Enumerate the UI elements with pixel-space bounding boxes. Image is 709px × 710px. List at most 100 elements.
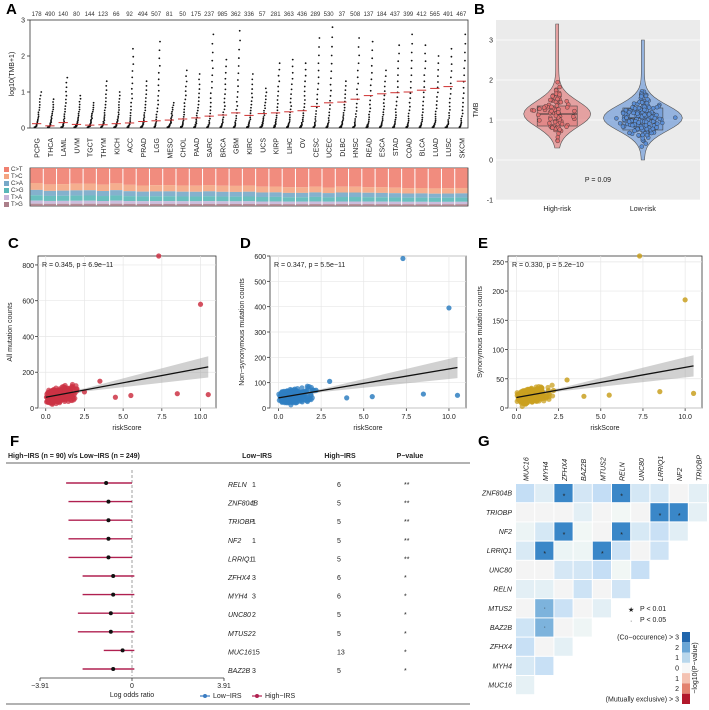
panel-g-dot-mark: · bbox=[544, 605, 546, 612]
panel-a-point bbox=[411, 33, 414, 36]
panel-a-point bbox=[409, 86, 412, 89]
panel-a-point bbox=[290, 105, 293, 107]
panel-a-point bbox=[50, 118, 53, 121]
panel-a-point bbox=[78, 110, 80, 113]
panel-a-point bbox=[409, 105, 411, 108]
panel-b-point bbox=[555, 134, 561, 140]
panel-g-legend-star-label: P < 0.01 bbox=[640, 606, 666, 613]
panel-b-point bbox=[654, 105, 660, 110]
panel-f-estimate-point bbox=[111, 574, 116, 578]
panel-a-spectrum-bar bbox=[322, 197, 335, 202]
panel-a-point bbox=[397, 60, 400, 63]
panel-a-point bbox=[155, 121, 157, 124]
panel-b-point bbox=[639, 144, 644, 149]
panel-a-legend-label: C>T bbox=[11, 167, 23, 173]
panel-a-point bbox=[143, 111, 146, 114]
panel-a-spectrum-bar bbox=[362, 201, 375, 205]
panel-a-spectrum-bar bbox=[441, 204, 455, 206]
panel-a-point bbox=[317, 76, 320, 79]
panel-g-scale-segment bbox=[682, 642, 690, 653]
panel-c-point bbox=[70, 385, 76, 391]
panel-a-legend-swatch bbox=[4, 195, 9, 200]
panel-e-xtick-label: 0.0 bbox=[512, 414, 522, 421]
panel-a-point bbox=[288, 118, 291, 121]
panel-g-cell bbox=[592, 522, 611, 541]
panel-e-point bbox=[529, 396, 535, 403]
panel-a-point bbox=[52, 101, 54, 103]
panel-a-point bbox=[52, 108, 55, 111]
panel-a-point bbox=[92, 106, 95, 109]
panel-a-category-label: UVM bbox=[74, 138, 81, 154]
panel-a-point bbox=[315, 113, 317, 115]
panel-b-point bbox=[557, 92, 562, 97]
panel-a-category-label: LGG bbox=[154, 138, 161, 153]
panel-b-point bbox=[556, 110, 561, 115]
panel-a-point bbox=[235, 100, 238, 103]
panel-a-point bbox=[396, 86, 399, 88]
panel-a-point bbox=[301, 120, 304, 123]
panel-g-row-label: TRIOBP bbox=[486, 510, 512, 517]
panel-a-spectrum-bar bbox=[415, 168, 428, 188]
panel-a-point bbox=[170, 112, 173, 115]
panel-f-high-count: 5 bbox=[337, 538, 341, 545]
panel-f-low-count: 2 bbox=[252, 631, 256, 638]
panel-b-point bbox=[548, 97, 553, 103]
panel-f-estimate-point bbox=[120, 648, 125, 653]
panel-f-high-count: 6 bbox=[337, 594, 341, 601]
panel-a-count-label: 178 bbox=[32, 12, 43, 18]
panel-a-count-label: 490 bbox=[45, 12, 56, 18]
panel-a-spectrum-bar bbox=[242, 185, 256, 192]
panel-b-point bbox=[555, 138, 560, 144]
panel-a-spectrum-bar bbox=[57, 184, 70, 191]
panel-a-point bbox=[410, 59, 413, 62]
panel-a-point bbox=[182, 121, 184, 123]
panel-a-count-label: 66 bbox=[113, 12, 120, 18]
panel-a-point bbox=[65, 81, 68, 84]
panel-a-point bbox=[355, 110, 358, 112]
panel-a-point bbox=[330, 77, 332, 80]
panel-a-point bbox=[223, 101, 226, 104]
panel-c-xlabel: riskScore bbox=[112, 425, 141, 432]
panel-g-cell bbox=[554, 618, 573, 637]
panel-a-point bbox=[448, 114, 451, 117]
panel-a-point bbox=[371, 57, 374, 60]
panel-a-point bbox=[234, 121, 237, 124]
panel-a-spectrum-bar bbox=[282, 197, 295, 202]
panel-a-point bbox=[196, 109, 199, 112]
panel-g-row-label: BAZ2B bbox=[490, 625, 513, 632]
panel-a-point bbox=[40, 91, 43, 93]
panel-a-point bbox=[327, 119, 330, 122]
panel-a-point bbox=[304, 62, 307, 65]
panel-b-point bbox=[553, 113, 559, 118]
panel-b-point bbox=[536, 112, 541, 118]
panel-a-category-label: MESO bbox=[167, 137, 174, 158]
panel-a-point bbox=[65, 94, 68, 97]
panel-a-category-label: COAD bbox=[406, 138, 413, 158]
panel-g-cell bbox=[612, 484, 631, 503]
panel-a-point bbox=[248, 120, 251, 122]
panel-e-xtick-label: 2.5 bbox=[554, 414, 564, 421]
panel-a-point bbox=[144, 109, 147, 112]
panel-a-legend-label: C>G bbox=[11, 188, 24, 194]
panel-a-point bbox=[460, 122, 462, 125]
panel-a-ylabel: log10(TMB+1) bbox=[9, 52, 16, 97]
panel-f-gene-label: MUC16 bbox=[228, 649, 252, 656]
panel-a-category-label: KICH bbox=[114, 138, 121, 155]
panel-a-point bbox=[208, 121, 211, 124]
panel-g-column-label: ZFHX4 bbox=[562, 459, 569, 482]
panel-a-spectrum-bar bbox=[375, 204, 388, 206]
panel-a-point bbox=[421, 114, 424, 117]
panel-a-point bbox=[357, 46, 360, 48]
panel-a-point bbox=[437, 62, 440, 65]
panel-f-legend-label: High−IRS bbox=[265, 693, 295, 700]
panel-a-point bbox=[77, 117, 79, 120]
panel-b-point bbox=[640, 132, 645, 138]
panel-a-point bbox=[118, 101, 120, 103]
panel-f-gene-label: MYH4 bbox=[228, 594, 248, 601]
panel-f-low-count: 3 bbox=[252, 594, 256, 601]
panel-a-spectrum-bar bbox=[229, 196, 242, 202]
panel-a-point bbox=[184, 90, 187, 93]
panel-g-scale-segment bbox=[682, 662, 690, 674]
panel-a-point bbox=[328, 108, 331, 110]
panel-a-spectrum-bar bbox=[256, 186, 269, 193]
